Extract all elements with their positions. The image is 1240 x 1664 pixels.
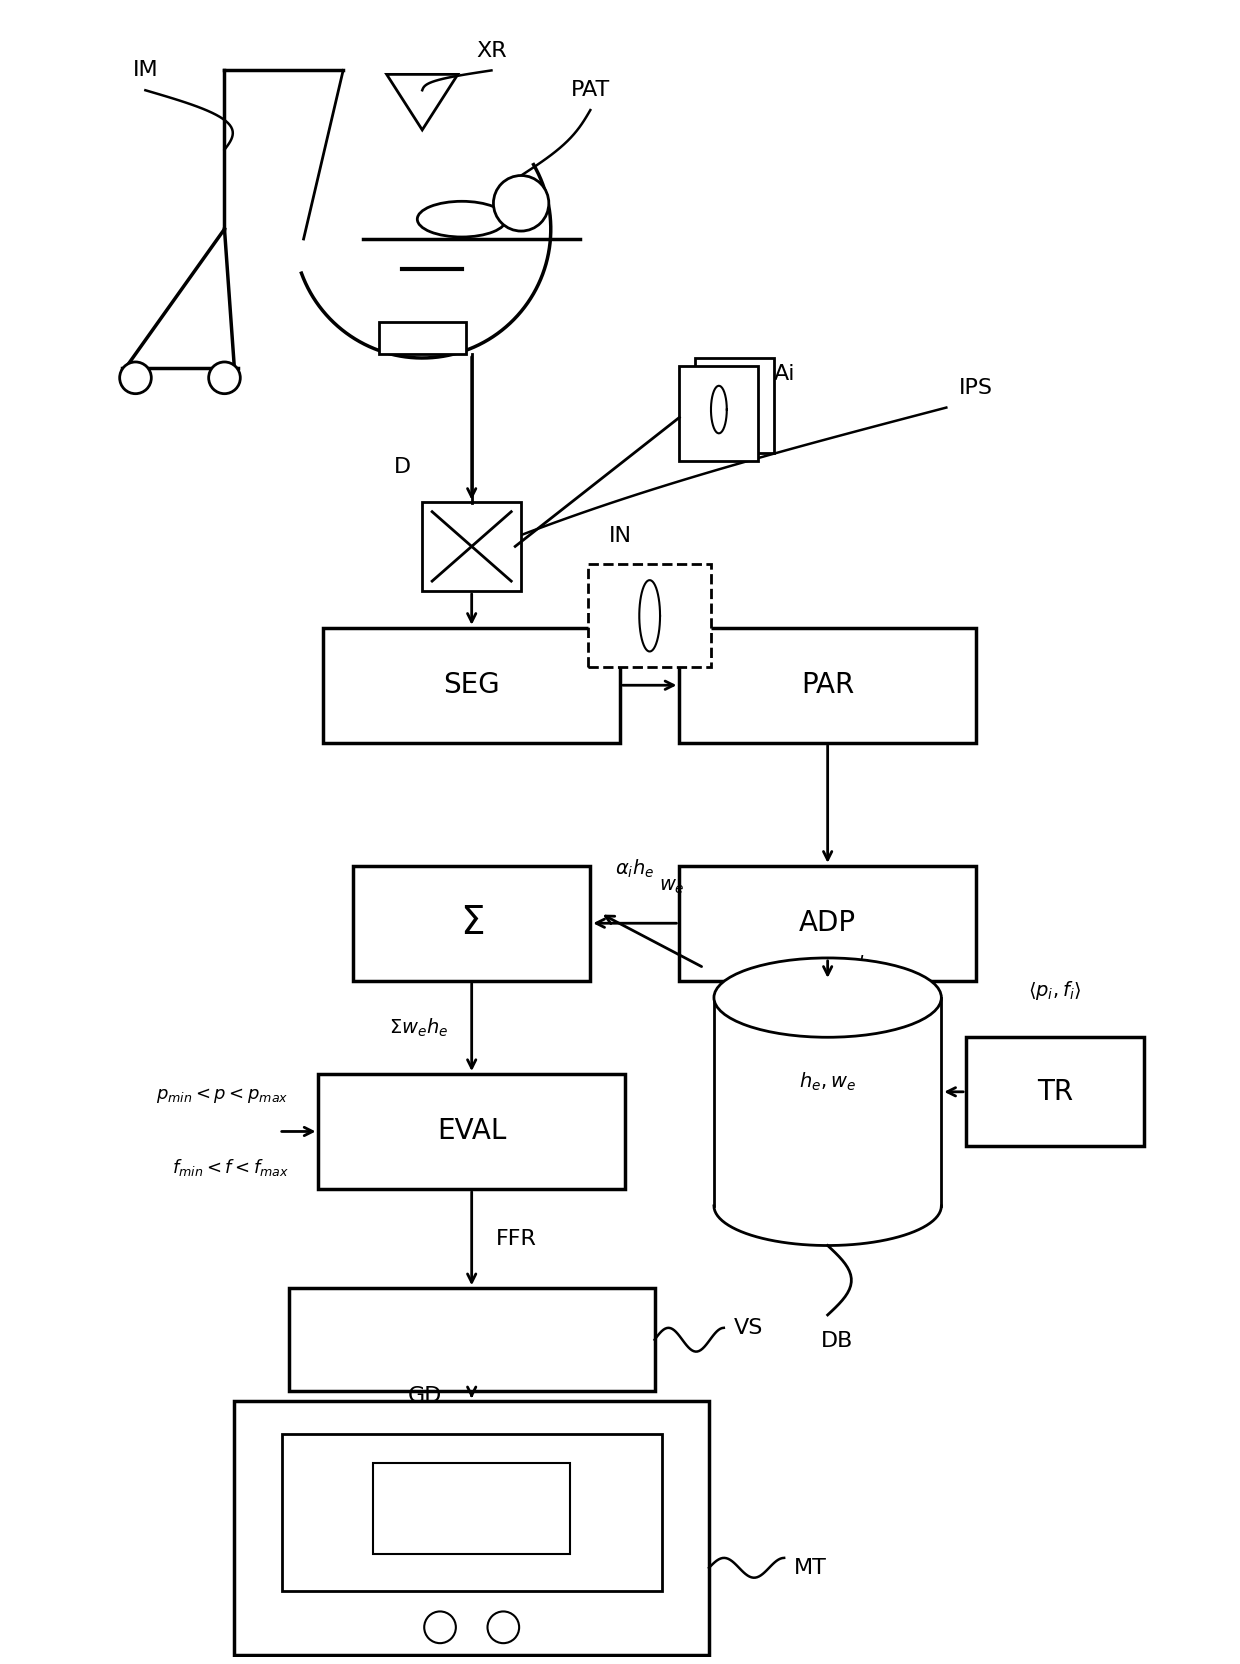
Circle shape xyxy=(208,363,241,394)
Bar xyxy=(319,1073,625,1190)
Text: $h_e, w_e$: $h_e, w_e$ xyxy=(799,1070,856,1093)
Circle shape xyxy=(494,175,549,231)
Text: TR: TR xyxy=(1037,1078,1073,1107)
Bar xyxy=(378,323,466,354)
Bar xyxy=(353,865,590,980)
Bar xyxy=(324,627,620,742)
Text: $p_{min}$$< p <$$p_{max}$: $p_{min}$$< p <$$p_{max}$ xyxy=(156,1087,289,1105)
Bar xyxy=(423,503,521,591)
Ellipse shape xyxy=(418,201,506,236)
Bar xyxy=(680,627,976,742)
Text: IN: IN xyxy=(609,526,631,546)
Bar xyxy=(966,1037,1145,1146)
Text: DB: DB xyxy=(821,1331,853,1351)
Bar xyxy=(680,865,976,980)
Text: $\langle p_i, f_i \rangle$: $\langle p_i, f_i \rangle$ xyxy=(1028,978,1081,1002)
Bar xyxy=(714,998,941,1206)
Circle shape xyxy=(487,1611,520,1642)
Text: GD: GD xyxy=(408,1386,441,1406)
Text: ADP: ADP xyxy=(799,909,856,937)
Text: D: D xyxy=(394,458,410,478)
Bar xyxy=(234,1401,709,1656)
Ellipse shape xyxy=(714,958,941,1037)
Text: EVAL: EVAL xyxy=(436,1118,506,1145)
Text: $\alpha_i h_e$: $\alpha_i h_e$ xyxy=(615,857,655,880)
Text: $h_e$: $h_e$ xyxy=(857,953,879,975)
Bar xyxy=(281,1434,661,1591)
Text: Ai: Ai xyxy=(774,364,796,384)
Text: PAT: PAT xyxy=(570,80,610,100)
Text: FFR: FFR xyxy=(496,1228,536,1248)
Text: MT: MT xyxy=(794,1558,827,1577)
Circle shape xyxy=(424,1611,456,1642)
Text: $f_{min}$$< f <$$f_{max}$: $f_{min}$$< f <$$f_{max}$ xyxy=(171,1156,289,1178)
Text: IM: IM xyxy=(133,60,159,80)
Bar xyxy=(588,564,711,667)
Text: PAR: PAR xyxy=(801,671,854,699)
Text: XR: XR xyxy=(476,40,507,60)
Bar xyxy=(680,366,759,461)
Text: $w_e$: $w_e$ xyxy=(658,877,684,895)
Text: IPS: IPS xyxy=(959,378,993,398)
Text: $\Sigma$: $\Sigma$ xyxy=(460,904,484,942)
Bar xyxy=(289,1288,655,1391)
Text: VS: VS xyxy=(734,1318,763,1338)
Bar xyxy=(696,358,774,453)
Text: $\Sigma w_e h_e$: $\Sigma w_e h_e$ xyxy=(388,1017,448,1038)
Bar xyxy=(373,1463,570,1554)
Text: SEG: SEG xyxy=(444,671,500,699)
Circle shape xyxy=(120,363,151,394)
